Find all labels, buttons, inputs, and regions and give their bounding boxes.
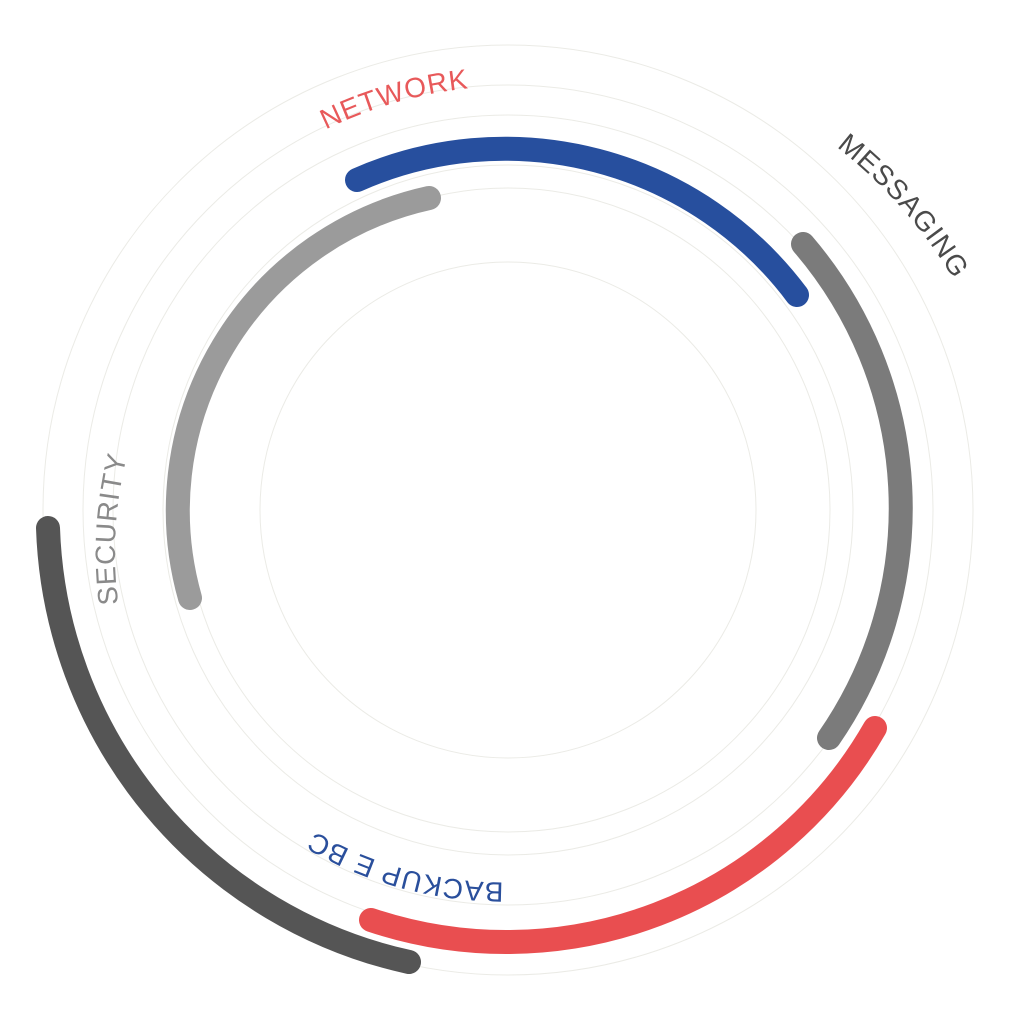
guide-ring bbox=[162, 164, 854, 856]
label-messaging-text: MESSAGING bbox=[833, 127, 975, 283]
label-security-text: SECURITY bbox=[90, 450, 132, 607]
label-network-text: NETWORK bbox=[315, 63, 469, 135]
label-network: NETWORK bbox=[315, 63, 470, 135]
arc-red bbox=[359, 716, 887, 955]
label-security: SECURITY bbox=[90, 450, 133, 607]
arc-gray-light bbox=[165, 186, 441, 610]
label-backup: BACKUP E BC bbox=[302, 826, 504, 908]
arc-gray-mid bbox=[791, 232, 913, 750]
arc-blue bbox=[345, 136, 809, 307]
guide-ring bbox=[42, 44, 974, 976]
label-messaging: MESSAGING bbox=[833, 127, 976, 283]
guide-ring bbox=[259, 261, 757, 759]
label-backup-text: BACKUP E BC bbox=[302, 826, 503, 908]
guide-ring bbox=[112, 114, 904, 906]
arc-gray-dark bbox=[36, 516, 421, 974]
